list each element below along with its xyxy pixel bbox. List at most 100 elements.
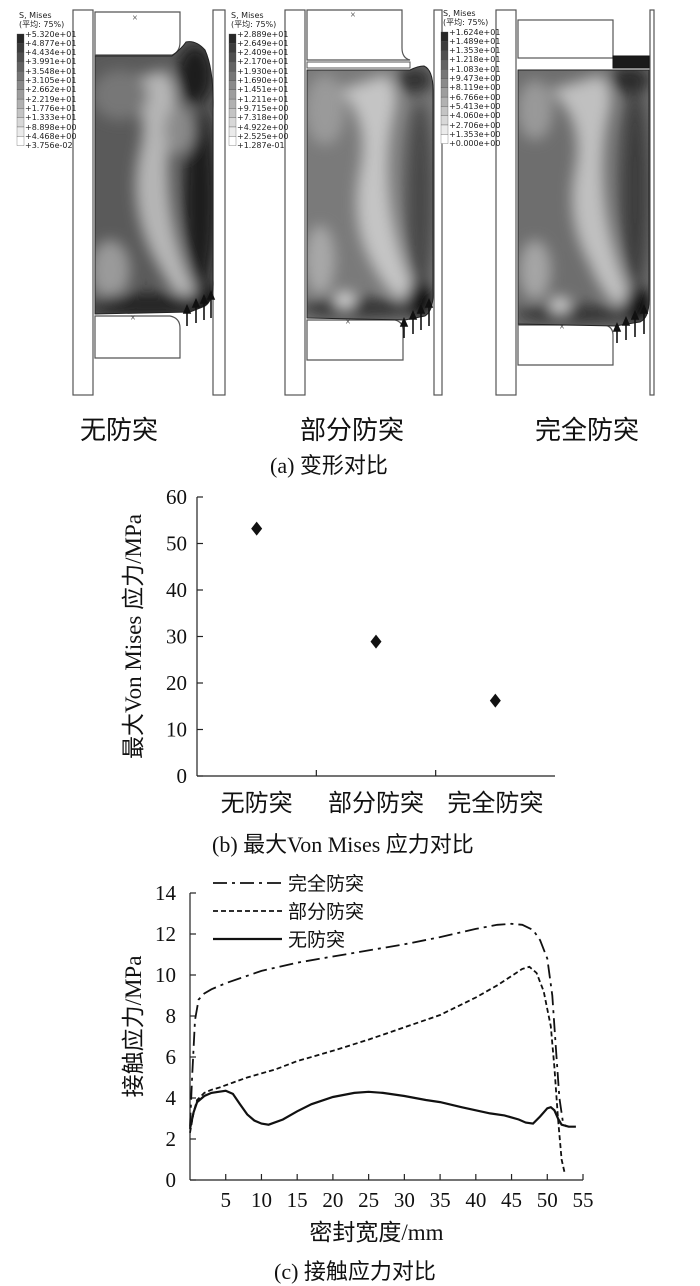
y-tick-label: 50 bbox=[166, 532, 187, 556]
seal-contour-1 bbox=[95, 41, 214, 315]
series-line bbox=[188, 1089, 576, 1130]
legend-value: +4.060e+00 bbox=[449, 111, 501, 121]
pressure-arrows-2 bbox=[399, 297, 434, 338]
legend-value: +9.715e+00 bbox=[237, 103, 289, 113]
x-tick-label: 15 bbox=[287, 1188, 308, 1212]
seal-contour-3 bbox=[518, 70, 649, 326]
legend-value: +1.218e+01 bbox=[449, 55, 501, 65]
seal-contour-2 bbox=[307, 66, 434, 320]
left-wall bbox=[284, 9, 306, 396]
legend-swatch bbox=[228, 136, 237, 146]
y-tick-label: 4 bbox=[166, 1086, 177, 1110]
legend-value: +2.525e+00 bbox=[237, 131, 289, 141]
legend-subtitle: (平均: 75%) bbox=[443, 18, 489, 28]
x-tick-label: 部分防突 bbox=[328, 790, 424, 817]
right-wall bbox=[212, 9, 226, 396]
legend-title: S, Mises bbox=[19, 11, 52, 20]
legend-label: 部分防突 bbox=[288, 901, 364, 923]
legend-value: +1.353e+00 bbox=[449, 129, 501, 139]
legend-3: S, Mises (平均: 75%) +1.624e+01 +1.489e+01 +… bbox=[443, 9, 500, 148]
y-tick-label: 0 bbox=[177, 764, 188, 788]
y-tick-label: 10 bbox=[155, 963, 176, 987]
legend-value: +1.489e+01 bbox=[449, 36, 501, 46]
lower-platen bbox=[517, 324, 614, 366]
svg-text:×: × bbox=[350, 10, 356, 21]
x-tick-label: 30 bbox=[394, 1188, 415, 1212]
y-tick-label: 6 bbox=[166, 1045, 177, 1069]
legend-value: +8.898e+00 bbox=[25, 122, 77, 132]
upper-platen bbox=[306, 9, 411, 61]
series-line bbox=[189, 922, 568, 1128]
x-tick-label: 40 bbox=[465, 1188, 486, 1212]
pressure-arrows-1 bbox=[182, 289, 216, 326]
legend-subtitle: (平均: 75%) bbox=[231, 20, 277, 30]
legend-value: +1.287e-01 bbox=[237, 141, 285, 151]
legend-label: 无防突 bbox=[288, 929, 345, 951]
x-tick-label: 55 bbox=[573, 1188, 594, 1212]
y-tick-label: 40 bbox=[166, 578, 187, 602]
legend-value: +3.548e+01 bbox=[25, 66, 77, 76]
legend-value: +1.083e+01 bbox=[449, 64, 501, 74]
legend-value: +2.219e+01 bbox=[25, 94, 77, 104]
caption-c: (c) 接触应力对比 bbox=[274, 1259, 436, 1284]
legend-value: +1.353e+01 bbox=[449, 46, 501, 56]
caption-a: (a) 变形对比 bbox=[270, 453, 388, 478]
y-tick-label: 12 bbox=[155, 922, 176, 946]
legend-swatches-3 bbox=[440, 31, 449, 144]
legend-value: +6.766e+00 bbox=[449, 92, 501, 102]
subfigure-label-partial-protection: 部分防突 bbox=[300, 416, 405, 445]
caption-b: (b) 最大Von Mises 应力对比 bbox=[212, 832, 474, 857]
pressure-arrows-3 bbox=[612, 303, 649, 343]
legend-value: +1.776e+01 bbox=[25, 103, 77, 113]
legend-swatches-1 bbox=[16, 33, 25, 146]
upper-platen bbox=[517, 19, 614, 59]
svg-text:×: × bbox=[345, 317, 351, 328]
y-tick-label: 10 bbox=[166, 718, 187, 742]
y-tick-label: 20 bbox=[166, 671, 187, 695]
y-tick-label: 8 bbox=[166, 1004, 177, 1028]
subfigure-label-full-protection: 完全防突 bbox=[535, 416, 640, 445]
legend-value: +1.690e+01 bbox=[237, 76, 289, 86]
legend-label: 完全防突 bbox=[288, 873, 364, 895]
svg-text:×: × bbox=[132, 13, 138, 24]
y-tick-label: 14 bbox=[155, 881, 177, 905]
protection-ring bbox=[306, 61, 411, 69]
legend-value: +3.105e+01 bbox=[25, 76, 77, 86]
contour-plot-no-protection: × × bbox=[16, 9, 226, 396]
legend-value: +1.930e+01 bbox=[237, 66, 289, 76]
legend-value: +2.662e+01 bbox=[25, 85, 77, 95]
legend-value: +2.889e+01 bbox=[237, 29, 289, 39]
contour-plot-partial-protection: × × bbox=[228, 9, 443, 396]
legend-value: +1.211e+01 bbox=[237, 94, 289, 104]
legend-2: S, Mises (平均: 75%) +2.889e+01 +2.649e+01 +… bbox=[231, 11, 288, 150]
legend-swatch bbox=[16, 136, 25, 146]
y-tick-label: 60 bbox=[166, 485, 187, 509]
data-point bbox=[489, 693, 501, 708]
legend-title: S, Mises bbox=[231, 11, 264, 20]
legend-value: +9.473e+00 bbox=[449, 74, 501, 84]
svg-text:×: × bbox=[559, 322, 565, 333]
legend-value: +5.413e+00 bbox=[449, 101, 501, 111]
y-axis-label: 最大Von Mises 应力/MPa bbox=[121, 514, 146, 759]
y-tick-label: 0 bbox=[166, 1168, 177, 1192]
y-tick-label: 30 bbox=[166, 625, 187, 649]
legend-value: +0.000e+00 bbox=[449, 139, 501, 149]
legend-value: +3.756e-02 bbox=[25, 141, 73, 151]
x-tick-label: 10 bbox=[251, 1188, 272, 1212]
legend-value: +3.991e+01 bbox=[25, 57, 77, 67]
x-tick-label: 25 bbox=[358, 1188, 379, 1212]
legend-title: S, Mises bbox=[443, 9, 476, 18]
protection-ring bbox=[612, 55, 650, 69]
right-wall bbox=[649, 9, 655, 396]
data-point bbox=[370, 634, 382, 649]
legend-value: +7.318e+00 bbox=[237, 113, 289, 123]
legend-value: +2.409e+01 bbox=[237, 48, 289, 58]
legend-value: +4.434e+01 bbox=[25, 48, 77, 58]
lower-platen bbox=[306, 319, 404, 361]
legend-value: +8.119e+00 bbox=[449, 83, 501, 93]
legend-value: +4.877e+01 bbox=[25, 38, 77, 48]
legend-value: +1.333e+01 bbox=[25, 113, 77, 123]
legend-value: +2.706e+00 bbox=[449, 120, 501, 130]
lower-platen bbox=[94, 315, 181, 359]
legend-value: +5.320e+01 bbox=[25, 29, 77, 39]
